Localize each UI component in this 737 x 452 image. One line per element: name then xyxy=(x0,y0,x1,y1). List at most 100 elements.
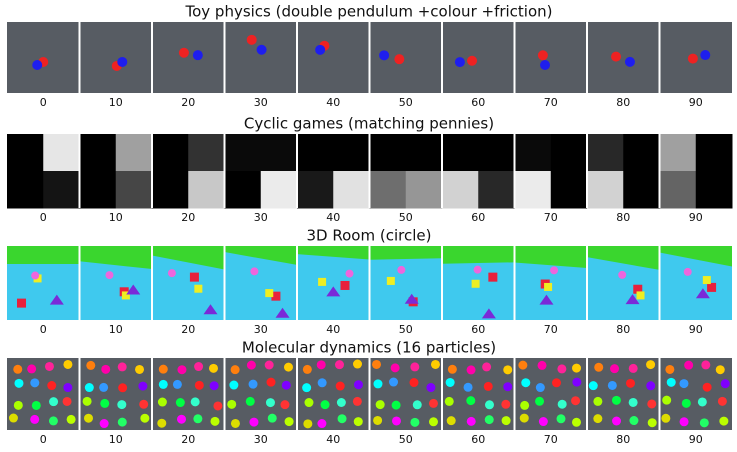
particle xyxy=(557,364,567,374)
frame xyxy=(441,246,515,320)
particle xyxy=(588,381,598,391)
cube xyxy=(386,276,395,285)
particle xyxy=(30,414,40,424)
particle xyxy=(626,378,636,388)
particle xyxy=(679,417,689,427)
particle xyxy=(373,415,383,425)
frame xyxy=(296,22,370,93)
pyramid xyxy=(326,286,341,297)
frame xyxy=(513,358,587,430)
particle xyxy=(320,400,330,410)
particle xyxy=(571,417,581,427)
payoff-cell xyxy=(514,171,552,209)
payoff-cell xyxy=(115,134,153,172)
frame-label: 40 xyxy=(326,96,340,109)
particle xyxy=(681,398,691,408)
particle xyxy=(209,381,219,391)
particle xyxy=(284,417,294,427)
sphere xyxy=(250,267,259,276)
particle xyxy=(117,417,127,427)
frame xyxy=(513,22,587,93)
wall xyxy=(7,246,80,264)
particle xyxy=(557,399,567,409)
particle xyxy=(210,416,220,426)
particle xyxy=(647,399,657,409)
cube xyxy=(471,279,480,288)
particle xyxy=(99,382,109,392)
particle xyxy=(63,359,73,369)
particle xyxy=(538,417,548,427)
particle xyxy=(335,381,345,391)
particle xyxy=(227,399,237,409)
payoff-cell xyxy=(442,134,479,172)
particle xyxy=(30,378,40,388)
frame xyxy=(7,134,80,209)
cube xyxy=(318,277,327,286)
particle xyxy=(117,400,127,410)
particle xyxy=(44,361,54,371)
particle xyxy=(135,364,145,374)
particle xyxy=(466,396,476,406)
particle xyxy=(593,396,603,406)
particle xyxy=(535,396,545,406)
particle xyxy=(14,378,24,388)
blue-ball xyxy=(315,44,326,55)
frame xyxy=(151,358,225,430)
sphere xyxy=(683,267,692,276)
sphere xyxy=(105,271,114,280)
frame xyxy=(368,246,442,320)
particle xyxy=(611,395,621,405)
particle xyxy=(353,359,363,369)
frame-label: 0 xyxy=(40,433,47,446)
particle xyxy=(158,379,168,389)
sphere xyxy=(167,269,176,278)
cube xyxy=(194,284,203,293)
panel-title: Molecular dynamics (16 particles) xyxy=(242,339,496,357)
pyramid xyxy=(404,293,419,304)
particle xyxy=(428,398,438,408)
particle xyxy=(501,399,511,409)
particle xyxy=(62,396,72,406)
particle xyxy=(86,360,96,370)
frame-label: 50 xyxy=(399,211,413,224)
payoff-cell xyxy=(297,171,334,209)
frame xyxy=(7,358,80,430)
particle xyxy=(372,359,382,369)
payoff-cell xyxy=(695,134,733,172)
sphere xyxy=(31,271,40,280)
wall xyxy=(152,246,225,270)
particle xyxy=(466,416,476,426)
frame-label: 90 xyxy=(689,96,703,109)
payoff-cell xyxy=(224,134,262,172)
payoff-cell xyxy=(188,134,225,172)
particle xyxy=(138,381,148,391)
particle xyxy=(13,364,23,374)
particle xyxy=(267,413,277,423)
payoff-cell xyxy=(224,171,262,209)
particle xyxy=(353,417,363,427)
payoff-cell xyxy=(369,171,407,209)
particle xyxy=(352,396,362,406)
cube xyxy=(633,284,643,294)
frame-label: 60 xyxy=(471,323,485,336)
payoff-cell xyxy=(405,171,443,209)
particle xyxy=(646,360,656,370)
particle xyxy=(391,416,401,426)
payoff-cell xyxy=(297,134,334,172)
cube xyxy=(702,276,711,285)
frame xyxy=(7,22,80,93)
particle xyxy=(249,417,259,427)
particle xyxy=(556,414,566,424)
payoff-cell xyxy=(623,171,660,209)
frame xyxy=(586,134,660,209)
frame xyxy=(441,134,515,209)
frame xyxy=(658,246,732,320)
particle xyxy=(157,418,167,428)
particle xyxy=(265,398,275,408)
cube xyxy=(17,298,27,308)
particle xyxy=(317,419,327,429)
particle xyxy=(607,380,617,390)
particle xyxy=(484,415,494,425)
frame-label: 40 xyxy=(326,433,340,446)
particle xyxy=(99,419,109,429)
